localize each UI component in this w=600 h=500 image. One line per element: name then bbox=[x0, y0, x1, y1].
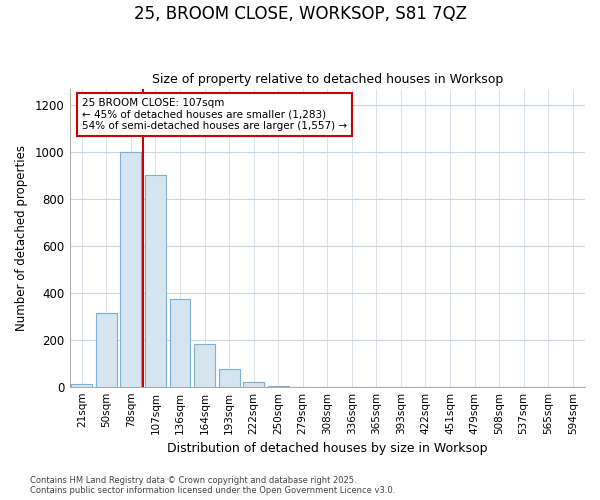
Y-axis label: Number of detached properties: Number of detached properties bbox=[15, 144, 28, 330]
Bar bbox=[96, 312, 117, 386]
Bar bbox=[194, 344, 215, 387]
Text: 25, BROOM CLOSE, WORKSOP, S81 7QZ: 25, BROOM CLOSE, WORKSOP, S81 7QZ bbox=[133, 5, 467, 23]
Bar bbox=[71, 384, 92, 386]
Bar bbox=[218, 369, 239, 386]
Bar bbox=[170, 298, 190, 386]
Title: Size of property relative to detached houses in Worksop: Size of property relative to detached ho… bbox=[152, 73, 503, 86]
Bar bbox=[243, 382, 264, 386]
Text: Contains HM Land Registry data © Crown copyright and database right 2025.
Contai: Contains HM Land Registry data © Crown c… bbox=[30, 476, 395, 495]
Text: 25 BROOM CLOSE: 107sqm
← 45% of detached houses are smaller (1,283)
54% of semi-: 25 BROOM CLOSE: 107sqm ← 45% of detached… bbox=[82, 98, 347, 131]
Bar bbox=[121, 152, 142, 386]
Bar bbox=[145, 176, 166, 386]
X-axis label: Distribution of detached houses by size in Worksop: Distribution of detached houses by size … bbox=[167, 442, 488, 455]
